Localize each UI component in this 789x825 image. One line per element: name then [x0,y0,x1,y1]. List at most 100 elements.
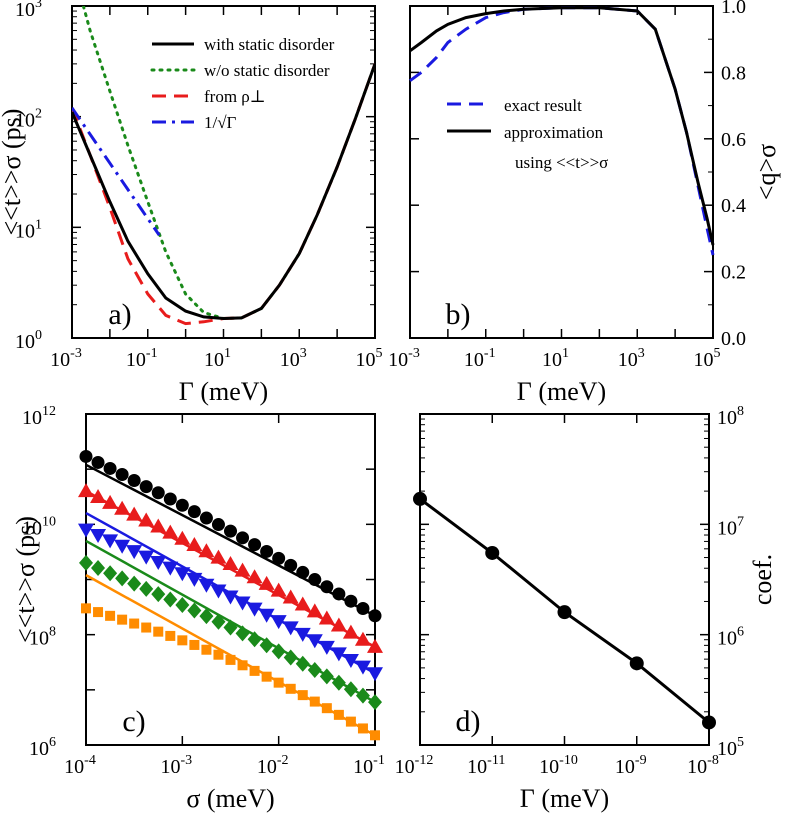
x-tick-label: 10-12 [395,753,434,778]
data-marker [222,590,239,605]
data-marker [318,610,335,625]
data-marker [102,534,119,549]
data-marker [333,709,344,720]
data-marker [309,696,320,707]
data-marker [162,561,179,576]
data-marker [370,730,380,741]
data-marker [105,610,116,621]
x-tick-label: 10-1 [353,753,385,778]
data-marker [354,631,371,646]
data-marker [332,587,346,601]
x-tick-label: 105 [356,346,383,371]
data-marker [368,694,382,711]
data-marker [355,687,370,704]
data-marker [357,723,368,734]
y-tick-label: 0.6 [721,129,746,151]
data-marker [175,596,190,613]
data-marker [330,617,347,632]
data-marker [127,575,142,592]
data-marker [272,551,286,565]
data-marker [368,609,382,623]
y-tick-label: 0.8 [721,62,746,84]
y-tick-label: 1012 [22,404,56,429]
data-marker [320,580,334,594]
series-4 [81,574,380,741]
x-axis-label: σ (meV) [186,784,274,813]
data-marker [236,531,250,545]
x-tick-label: 10-3 [160,753,192,778]
data-marker [258,575,275,590]
data-marker [247,631,262,648]
data-marker [91,455,105,469]
y-tick-label: 1.0 [721,0,746,18]
data-marker [174,530,191,545]
legend-label: 1/√Γ [204,113,237,132]
data-marker [557,605,572,620]
data-marker [248,538,262,552]
data-marker [296,565,310,579]
data-marker [139,480,153,494]
data-marker [331,674,346,691]
plot-frame [419,413,710,746]
data-marker [174,567,191,582]
data-marker [284,558,298,572]
series-line-0 [72,63,375,321]
data-marker [260,544,274,558]
data-marker [235,625,250,642]
data-marker [151,586,166,603]
series-1 [78,483,383,653]
data-marker [234,562,251,577]
series-0 [79,449,382,623]
data-marker [210,584,227,599]
data-marker [294,596,311,611]
y-tick-label: 107 [717,514,744,539]
data-marker [129,618,140,629]
data-marker [308,573,322,587]
data-marker [198,543,215,558]
x-tick-label: 10-2 [257,753,289,778]
y-tick-label: 108 [29,625,56,650]
data-marker [163,591,178,608]
data-marker [270,582,287,597]
annotation-text: using <<t>>σ [515,153,608,172]
data-marker [114,539,131,554]
data-marker [282,589,299,604]
data-marker [271,643,286,660]
data-marker [115,570,130,587]
data-marker [629,656,644,671]
data-marker [153,626,164,637]
y-tick-label: 101 [15,217,42,242]
x-tick-label: 10-1 [464,346,496,371]
data-marker [138,550,155,565]
x-tick-label: 10-8 [687,753,719,778]
x-tick-label: 10-4 [64,753,96,778]
data-marker [198,578,215,593]
data-marker [294,627,311,642]
legend-label: approximation [504,123,604,142]
data-marker [246,602,263,617]
data-marker [138,512,155,527]
data-marker [126,506,143,521]
data-marker [223,619,238,636]
data-marker [90,529,107,544]
data-marker [237,660,248,671]
x-axis-label: Γ (meV) [179,377,268,406]
data-marker [702,715,716,730]
x-tick-label: 101 [204,346,231,371]
data-marker [79,449,93,463]
data-marker [297,690,308,701]
y-tick-label: 103 [15,0,42,21]
series-2 [78,511,383,682]
data-marker [90,488,107,503]
data-marker [187,602,202,619]
data-marker [93,607,104,618]
x-tick-label: 103 [618,346,645,371]
data-marker [210,549,227,564]
data-marker [115,467,129,481]
y-tick-label: 106 [717,625,744,650]
data-marker [222,556,239,571]
data-marker [270,615,287,630]
y-tick-label: 105 [717,735,744,760]
panel-a: 10-3 10-1 101 103 105 100 101 102 103 Γ (meV) <<t>… [0,0,383,406]
